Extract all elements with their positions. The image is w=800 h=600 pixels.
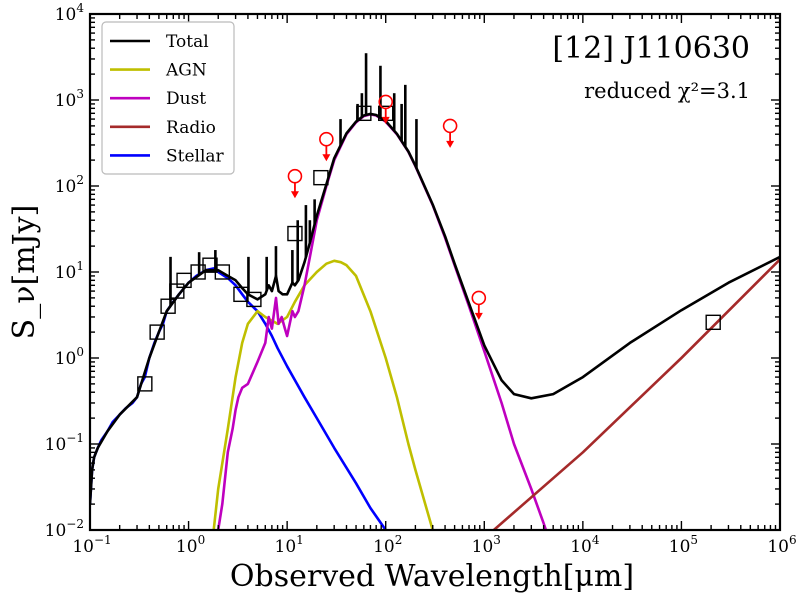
x-tick-label: 101 xyxy=(275,533,304,557)
y-tick-label: 104 xyxy=(55,1,85,25)
series-radio xyxy=(491,258,780,530)
legend-label-dust: Dust xyxy=(166,89,206,109)
y-tick-label: 100 xyxy=(55,345,84,369)
observed-point xyxy=(705,314,721,331)
x-tick-label: 105 xyxy=(669,533,698,557)
observed-point xyxy=(356,105,372,122)
ticks-layer xyxy=(89,13,781,531)
y-tick-label: 10−2 xyxy=(45,517,84,541)
tick-labels-layer: 10−1 100 101 102 103 104 105 10610−210−11001011… xyxy=(45,1,797,557)
chi-square-annotation: reduced χ²=3.1 xyxy=(584,79,750,103)
legend-entries: Total AGN Dust Radio Stellar xyxy=(110,32,225,166)
x-tick-label: 106 xyxy=(767,533,796,557)
upper-limit-marker xyxy=(319,131,334,162)
legend-label-radio: Radio xyxy=(166,118,216,138)
legend-label-total: Total xyxy=(166,32,209,52)
y-tick-label: 103 xyxy=(55,87,84,111)
observed-point xyxy=(149,324,165,340)
upper-limit-marker xyxy=(471,290,487,320)
x-tick-label: 102 xyxy=(373,533,402,557)
chart-title: [12] J110630 xyxy=(552,31,750,66)
observed-point xyxy=(160,298,176,314)
upper-limit-marker xyxy=(378,94,394,124)
observed-point xyxy=(214,264,231,280)
x-tick-label: 100 xyxy=(176,533,205,557)
y-tick-label: 102 xyxy=(55,173,84,197)
legend: Total AGN Dust Radio Stellar xyxy=(101,21,235,175)
observed-point xyxy=(137,376,153,392)
x-axis-title: Observed Wavelength[μm] xyxy=(230,559,634,594)
upper-limit-marker xyxy=(442,118,458,148)
x-tick-label: 103 xyxy=(472,533,501,557)
y-axis-title: S_ν[mJy] xyxy=(7,205,42,340)
legend-box xyxy=(101,21,235,175)
observed-point xyxy=(246,291,262,308)
observed-point xyxy=(313,169,329,186)
legend-label-stellar: Stellar xyxy=(166,146,225,166)
x-tick-label: 10−1 xyxy=(72,533,111,557)
observed-points-layer xyxy=(137,105,721,392)
observed-point xyxy=(287,225,303,242)
y-tick-label: 101 xyxy=(55,259,84,283)
x-tick-label: 104 xyxy=(570,533,600,557)
series-agn xyxy=(212,259,434,530)
upper-limits-layer xyxy=(287,94,487,320)
upper-limit-marker xyxy=(287,168,303,199)
series-dust xyxy=(216,113,548,530)
observed-point xyxy=(233,286,249,303)
y-tick-label: 10−1 xyxy=(45,431,84,455)
legend-label-agn: AGN xyxy=(165,61,207,81)
observed-point xyxy=(176,272,192,289)
